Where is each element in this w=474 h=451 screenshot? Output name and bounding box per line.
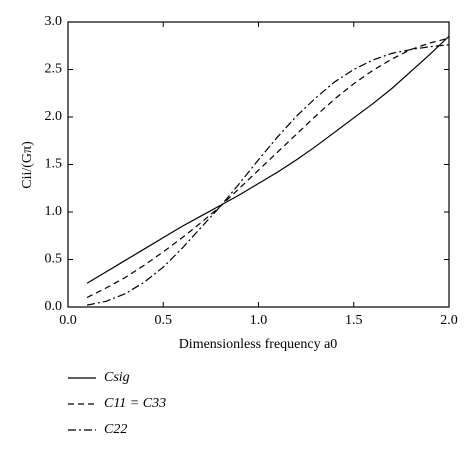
legend-label: C22 (104, 422, 127, 437)
x-tick-label: 1.0 (250, 313, 268, 328)
series-line (86, 37, 450, 299)
x-axis-label: Dimensionless frequency a0 (179, 337, 338, 352)
y-tick-label: 2.5 (45, 62, 63, 77)
x-tick-label: 0.5 (155, 313, 173, 328)
x-tick-label: 1.5 (345, 313, 363, 328)
y-tick-label: 0.5 (45, 252, 63, 267)
series-line (86, 44, 450, 306)
y-tick-label: 1.0 (45, 204, 63, 219)
x-tick-label: 2.0 (440, 313, 458, 328)
y-axis-label: Cii/(Gπ) (20, 141, 35, 189)
y-tick-label: 1.5 (45, 157, 63, 172)
x-tick-label: 0.0 (59, 313, 77, 328)
y-tick-label: 3.0 (45, 14, 63, 29)
series-line (86, 35, 450, 284)
legend-label: Csig (104, 370, 130, 385)
plot-frame (67, 21, 450, 308)
y-tick-label: 0.0 (45, 299, 63, 314)
legend-label: C11 = C33 (104, 396, 166, 411)
y-tick-label: 2.0 (45, 109, 63, 124)
